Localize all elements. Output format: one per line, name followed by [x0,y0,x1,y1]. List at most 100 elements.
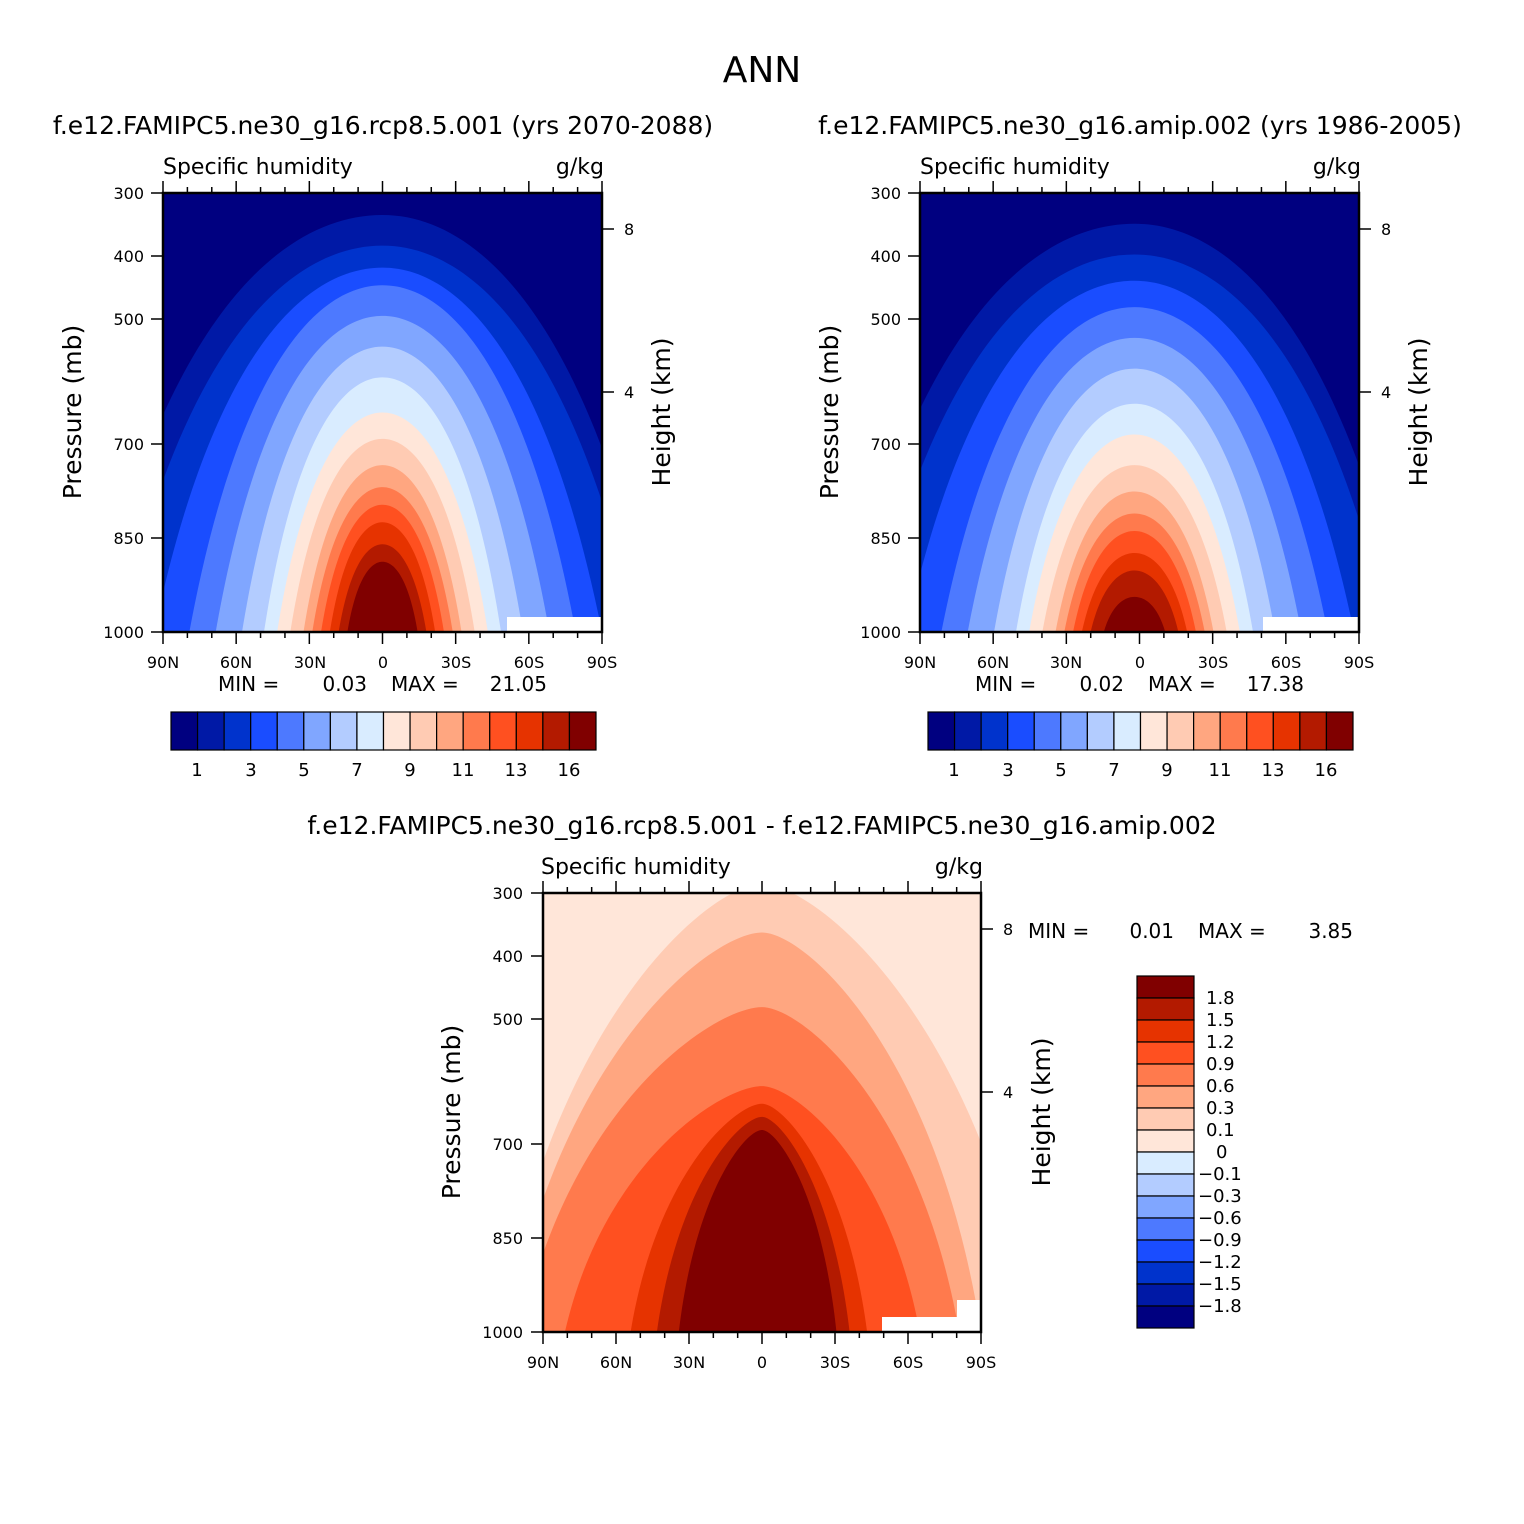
colorbar-label: 11 [1209,760,1232,781]
colorbar-label: 1 [948,760,959,781]
colorbar-swatch [409,711,438,751]
panel-rcp85: f.e12.FAMIPC5.ne30_g16.rcp8.5.001 (yrs 2… [53,111,713,781]
y-tick-label: 400 [492,947,523,966]
x-tick-label: 30N [673,1353,705,1372]
colorbar-swatch [1136,1239,1195,1263]
colorbar-swatch [1193,711,1221,751]
colorbar-swatch [1136,997,1195,1021]
y-tick-label: 700 [492,1135,523,1154]
y-tick-label: 500 [870,310,901,329]
colorbar-swatch [515,711,544,751]
right-tick-label: 8 [1003,920,1013,939]
colorbar-swatch [1136,1195,1195,1219]
min-value: 0.01 [1129,919,1174,943]
colorbar-label: 1.8 [1206,988,1235,1009]
y-tick-label: 850 [492,1229,523,1248]
colorbar-label: 0.1 [1206,1120,1235,1141]
x-tick-label: 0 [757,1353,767,1372]
missing-data-patch [507,617,602,632]
min-label: MIN = [975,672,1036,696]
missing-data-patch [1263,617,1359,632]
colorbar-label: 1.2 [1206,1032,1235,1053]
x-tick-label: 90N [527,1353,559,1372]
colorbar-swatch [1136,1305,1195,1329]
colorbar-label: 5 [298,760,309,781]
x-tick-label: 0 [1135,653,1145,672]
right-tick-label: 4 [1381,383,1391,402]
units-label: g/kg [935,855,983,880]
colorbar-swatch [462,711,491,751]
x-tick-label: 90N [147,653,179,672]
max-value: 3.85 [1308,919,1353,943]
x-tick-label: 60S [514,653,545,672]
colorbar-swatch [489,711,517,751]
colorbar-label: −0.3 [1198,1186,1242,1207]
colorbar-swatch [436,711,464,751]
x-tick-label: 60N [220,653,252,672]
colorbar-label: 0.3 [1206,1098,1235,1119]
variable-label: Specific humidity [163,155,353,180]
colorbar-swatch [1136,1151,1195,1175]
right-tick-label: 8 [624,220,634,239]
colorbar-swatch [1219,711,1248,751]
contour-band [1103,596,1166,632]
max-value: 17.38 [1247,672,1304,696]
colorbar-label: 5 [1055,760,1066,781]
y-tick-label: 1000 [103,623,144,642]
colorbar-label: 0 [1216,1142,1227,1163]
colorbar-label: 1 [191,760,202,781]
y-axis-label: Pressure (mb) [437,1025,466,1199]
colorbar-swatch [356,711,385,751]
colorbar-label: 3 [1002,760,1013,781]
y-tick-label: 300 [870,184,901,203]
colorbar-swatch [1136,1283,1195,1307]
contour-field [920,223,1359,632]
x-tick-label: 60N [600,1353,632,1372]
colorbar-swatch [1007,711,1035,751]
colorbar-label: 9 [404,760,415,781]
axis-ticks [908,181,1371,644]
colorbar-swatch [1136,1063,1195,1087]
units-label: g/kg [556,155,604,180]
max-value: 21.05 [490,672,547,696]
y-axis-label: Pressure (mb) [58,325,87,499]
colorbar-label: −0.6 [1198,1208,1242,1229]
x-tick-label: 90S [587,653,618,672]
colorbar-label: 16 [1315,760,1338,781]
right-tick-label: 8 [1381,220,1391,239]
max-label: MAX = [391,672,459,696]
colorbar-swatch [542,711,571,751]
x-tick-label: 30S [820,1353,851,1372]
colorbar-swatch [1033,711,1062,751]
contour-field [163,214,602,632]
right-axis-label: Height (km) [1027,1038,1056,1187]
colorbar-swatch [223,711,252,751]
colorbar-swatch [1272,711,1301,751]
panel-difference: f.e12.FAMIPC5.ne30_g16.rcp8.5.001 - f.e1… [307,811,1353,1372]
axis-ticks [151,181,614,644]
colorbar-swatch [303,711,331,751]
colorbar-swatch [568,711,597,751]
colorbar [1136,975,1195,1329]
y-tick-label: 850 [870,529,901,548]
colorbar-label: −0.1 [1198,1164,1242,1185]
y-tick-label: 500 [113,310,144,329]
contour-field [543,893,981,1332]
colorbar-label: 16 [558,760,581,781]
max-label: MAX = [1148,672,1216,696]
colorbar-swatch [1136,975,1195,999]
colorbar [927,711,1354,751]
right-axis-label: Height (km) [647,338,676,487]
colorbar-label: −1.2 [1198,1252,1242,1273]
max-label: MAX = [1198,919,1266,943]
colorbar-label: 1.5 [1206,1010,1235,1031]
y-tick-label: 700 [113,435,144,454]
y-tick-label: 300 [492,884,523,903]
panel-amip: f.e12.FAMIPC5.ne30_g16.amip.002 (yrs 198… [815,111,1462,781]
x-tick-label: 30N [1050,653,1082,672]
figure-title: ANN [723,50,802,91]
x-tick-label: 30S [1198,653,1229,672]
units-label: g/kg [1313,155,1361,180]
colorbar-swatch [1136,1107,1195,1131]
colorbar-label: 11 [452,760,475,781]
